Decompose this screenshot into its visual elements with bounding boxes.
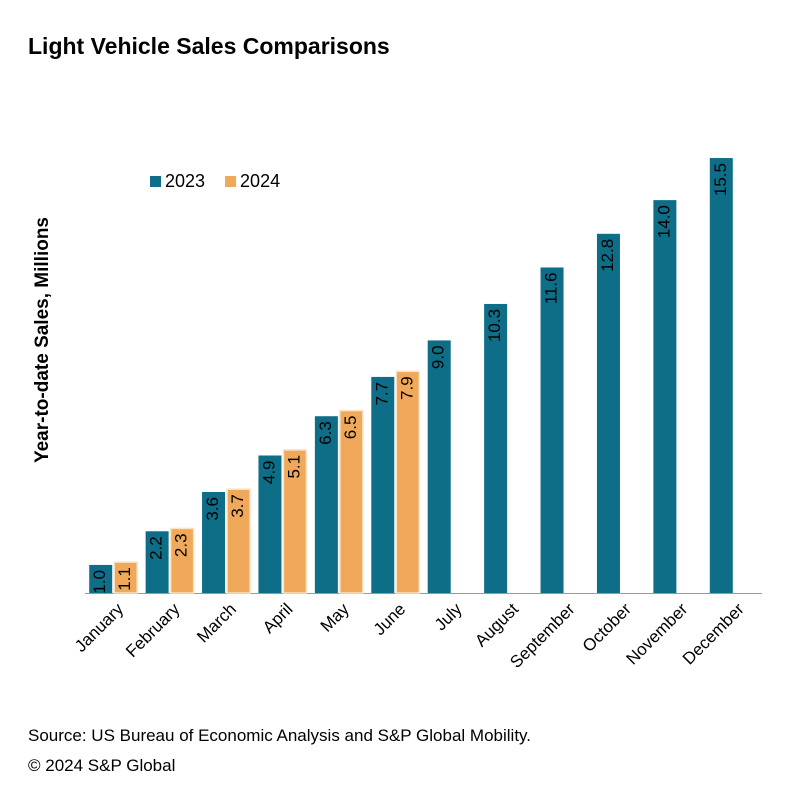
- x-tick-label: May: [317, 599, 353, 635]
- data-label: 6.3: [316, 421, 335, 445]
- legend-label: 2024: [240, 171, 280, 191]
- bar: [113, 561, 138, 594]
- bar: [427, 340, 451, 593]
- bar: [89, 564, 113, 593]
- chart-title: Light Vehicle Sales Comparisons: [28, 33, 390, 59]
- x-tick-label: March: [193, 600, 240, 647]
- data-label: 6.5: [341, 416, 360, 440]
- data-label: 1.1: [115, 567, 134, 591]
- source-note: Source: US Bureau of Economic Analysis a…: [28, 726, 531, 745]
- y-axis-label: Year-to-date Sales, Millions: [32, 217, 53, 463]
- bar: [395, 370, 421, 594]
- data-label: 11.6: [542, 272, 561, 304]
- bar: [282, 449, 308, 594]
- data-label: 7.9: [397, 376, 416, 400]
- bar: [314, 416, 338, 593]
- bar: [169, 527, 195, 594]
- data-label: 2.2: [147, 536, 166, 560]
- x-tick-label: July: [431, 599, 466, 634]
- bar: [371, 376, 395, 593]
- x-tick-label: December: [679, 599, 748, 668]
- bar: [540, 267, 564, 593]
- data-label: 15.5: [711, 163, 730, 196]
- data-label: 2.3: [172, 533, 191, 557]
- data-label: 1.0: [90, 570, 109, 594]
- bar: [709, 158, 733, 593]
- legend-label: 2023: [165, 171, 205, 191]
- x-tick-label: August: [471, 599, 522, 650]
- x-tick-label: June: [370, 600, 410, 640]
- bar: [145, 531, 169, 593]
- data-label: 3.6: [203, 497, 222, 521]
- bar: [258, 455, 282, 593]
- data-label: 5.1: [284, 455, 303, 479]
- x-tick-label: April: [259, 600, 296, 637]
- legend-swatch: [150, 176, 161, 187]
- data-label: 3.7: [228, 494, 247, 518]
- data-label: 12.8: [598, 239, 617, 272]
- x-tick-label: October: [579, 599, 635, 655]
- legend-swatch: [225, 176, 237, 187]
- bar: [226, 488, 251, 594]
- data-label: 9.0: [429, 345, 448, 369]
- data-label: 10.3: [485, 309, 504, 342]
- bar: [484, 303, 508, 593]
- data-label: 14.0: [654, 205, 673, 238]
- data-label: 7.7: [372, 382, 391, 406]
- bar: [202, 491, 226, 593]
- x-tick-label: January: [71, 599, 128, 656]
- copyright: © 2024 S&P Global: [28, 756, 175, 775]
- data-label: 4.9: [259, 460, 278, 484]
- bar: [339, 409, 364, 594]
- x-tick-label: February: [122, 599, 184, 661]
- bar: [653, 200, 677, 593]
- bar: [596, 233, 620, 594]
